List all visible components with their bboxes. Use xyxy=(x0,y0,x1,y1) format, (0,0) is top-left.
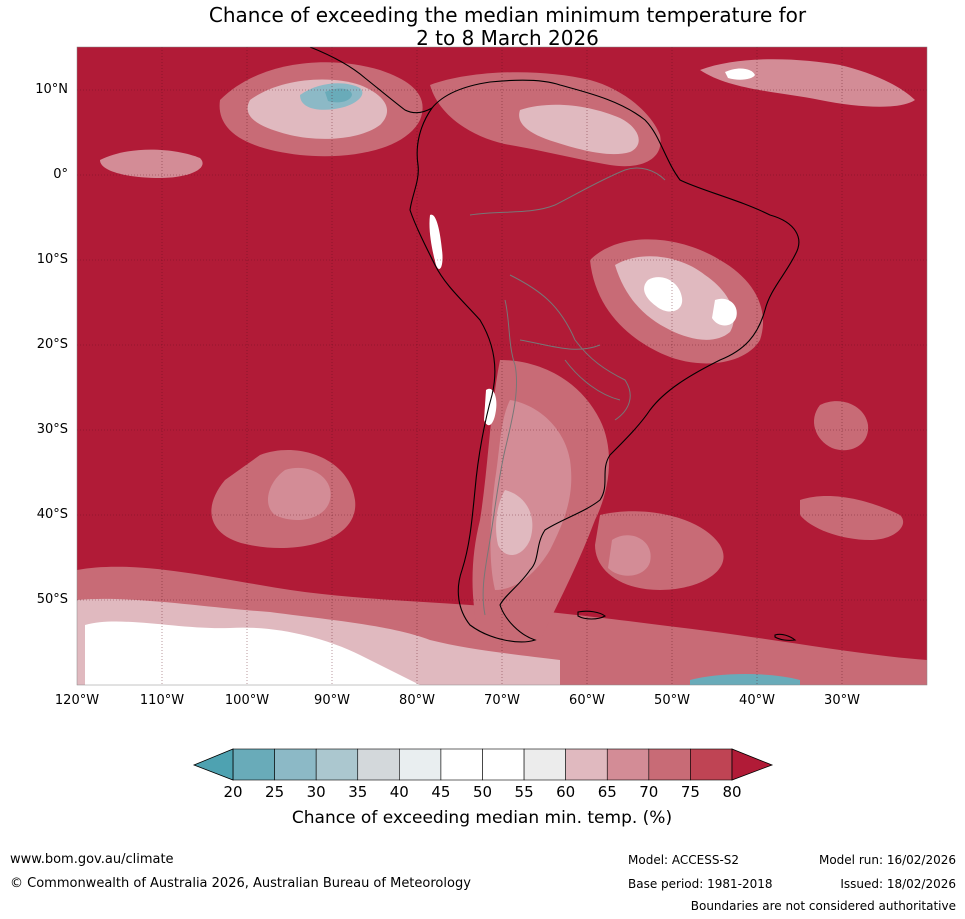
contour-caribbean-60 xyxy=(519,104,639,155)
colorbar-tick-label: 80 xyxy=(722,783,742,801)
model-run-text: Model run: 16/02/2026 xyxy=(818,853,956,867)
title-line-1: Chance of exceeding the median minimum t… xyxy=(208,3,807,27)
contour-brazil-east-white xyxy=(712,298,737,326)
contour-atlantic-65 xyxy=(608,535,651,576)
colorbar-tick-label: 55 xyxy=(514,783,534,801)
title-line-2: 2 to 8 March 2026 xyxy=(416,26,599,50)
colorbar-cell xyxy=(523,748,566,781)
contour-south-50 xyxy=(85,621,420,685)
contour-patagonia-60 xyxy=(496,490,533,556)
colorbar-tick-label: 35 xyxy=(348,783,368,801)
lon-label: 110°W xyxy=(139,693,185,708)
colorbar-tick-label: 40 xyxy=(389,783,409,801)
border-paraguay-argentina xyxy=(519,339,621,401)
map-frame xyxy=(76,46,928,686)
lon-label: 90°W xyxy=(314,693,350,708)
disclaimer-text: Boundaries are not considered authoritat… xyxy=(690,899,956,913)
coastline-south-georgia xyxy=(774,633,797,641)
colorbar-under-arrow xyxy=(192,748,234,781)
lon-label: 50°W xyxy=(654,693,690,708)
colorbar-tick-label: 65 xyxy=(597,783,617,801)
colorbar-cell xyxy=(399,748,442,781)
lat-label: 10°N xyxy=(35,82,68,97)
lat-label: 30°S xyxy=(36,422,68,437)
colorbar-cell xyxy=(606,748,650,781)
colorbar-tick-label: 30 xyxy=(306,783,326,801)
border-brazil xyxy=(469,167,666,421)
model-text: Model: ACCESS-S2 xyxy=(628,853,740,867)
lon-label: 40°W xyxy=(739,693,775,708)
coastline-falklands xyxy=(577,610,606,620)
contour-south-teal xyxy=(690,674,800,685)
website-text: www.bom.gov.au/climate xyxy=(10,852,174,867)
colorbar-title: Chance of exceeding median min. temp. (%… xyxy=(291,808,673,828)
colorbar-tick-label: 45 xyxy=(431,783,451,801)
base-period-text: Base period: 1981-2018 xyxy=(628,877,773,891)
colorbar-tick-label: 20 xyxy=(223,783,243,801)
contour-atlantic-north-65 xyxy=(700,59,915,107)
colorbar-cell xyxy=(440,748,483,781)
colorbar-tick-label: 25 xyxy=(265,783,285,801)
colorbar-tick-label: 75 xyxy=(680,783,700,801)
contour-pacific-west-65 xyxy=(100,149,203,178)
contour-atlantic-north-white xyxy=(725,68,755,80)
lon-label: 80°W xyxy=(399,693,435,708)
map-title: Chance of exceeding the median minimum t… xyxy=(0,4,965,50)
colorbar-cell xyxy=(648,748,691,781)
colorbar-cell xyxy=(274,748,317,781)
lat-label: 0° xyxy=(53,167,68,182)
colorbar-over-arrow xyxy=(731,748,774,781)
issued-text: Issued: 18/02/2026 xyxy=(840,877,956,891)
lat-label: 50°S xyxy=(36,592,68,607)
lon-label: 30°W xyxy=(824,693,860,708)
colorbar-cell xyxy=(315,748,359,781)
contour-atlantic-south-70 xyxy=(800,495,904,540)
lon-label: 70°W xyxy=(484,693,520,708)
graticule xyxy=(77,47,927,685)
contour-andes-north-white xyxy=(429,214,443,270)
lat-label: 10°S xyxy=(36,252,68,267)
colorbar-cell xyxy=(482,748,525,781)
copyright-text: © Commonwealth of Australia 2026, Austra… xyxy=(10,876,471,891)
colorbar-tick-label: 60 xyxy=(556,783,576,801)
lon-label: 60°W xyxy=(569,693,605,708)
colorbar-tick-label: 70 xyxy=(639,783,659,801)
lat-label: 20°S xyxy=(36,337,68,352)
contour-sw-65 xyxy=(267,467,331,520)
colorbar-cell xyxy=(232,748,275,781)
contour-atlantic-mid-70 xyxy=(813,401,869,451)
lat-label: 40°S xyxy=(36,507,68,522)
contour-brazil-50 xyxy=(644,277,683,312)
border-andes xyxy=(482,299,518,616)
colorbar-cell xyxy=(565,748,608,781)
coastline-central-america xyxy=(309,47,433,114)
colorbar-cell xyxy=(690,748,733,781)
lon-label: 120°W xyxy=(54,693,100,708)
coastline-south-america xyxy=(409,79,800,643)
lon-label: 100°W xyxy=(224,693,270,708)
colorbar-cell xyxy=(357,748,400,781)
colorbar-tick-label: 50 xyxy=(472,783,493,801)
